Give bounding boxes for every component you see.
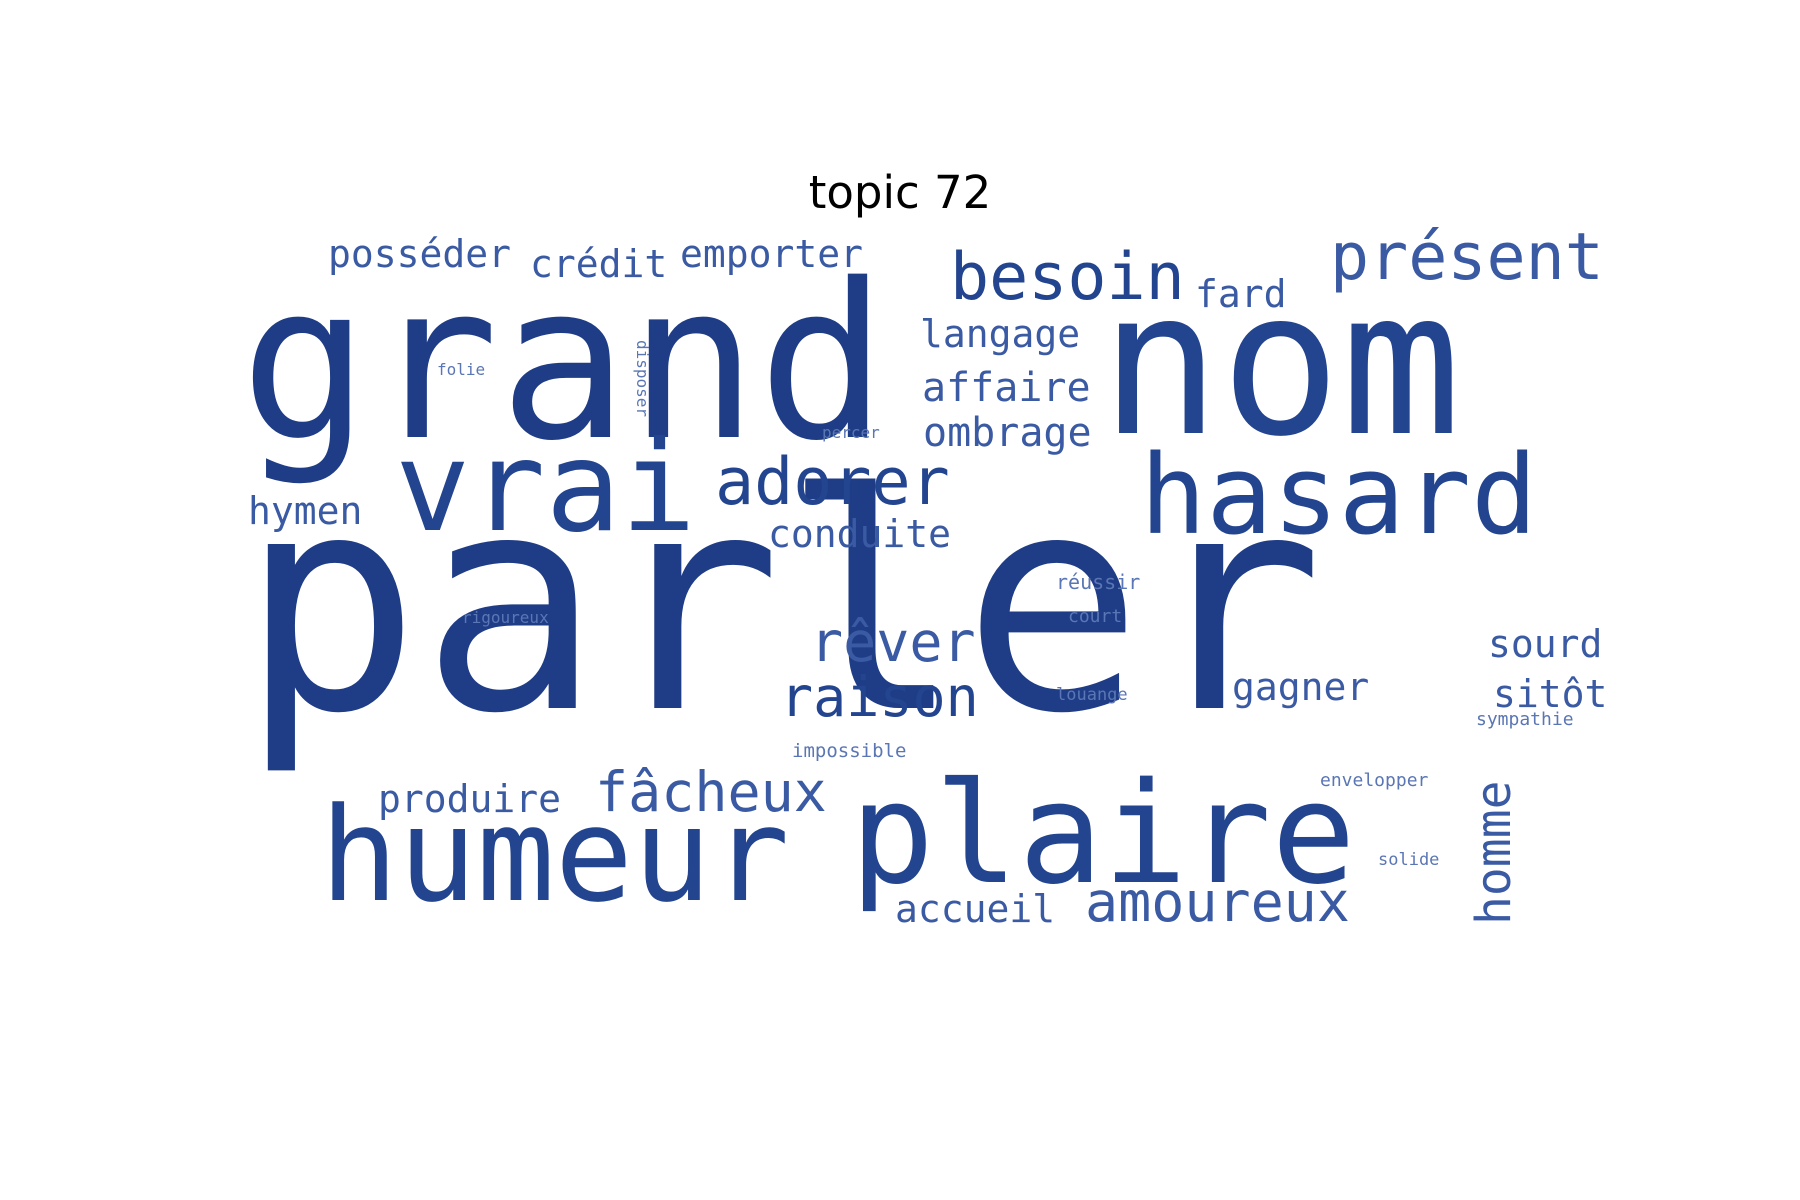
word-affaire: affaire bbox=[922, 365, 1091, 411]
chart-title: topic 72 bbox=[808, 166, 992, 219]
word-humeur: humeur bbox=[320, 779, 790, 931]
word-parler: parler bbox=[240, 430, 1324, 779]
word-fard: fard bbox=[1195, 272, 1287, 316]
word-hymen: hymen bbox=[248, 489, 363, 533]
word-reussir: réussir bbox=[1056, 570, 1141, 594]
word-rever: rêver bbox=[810, 610, 976, 674]
word-posseder: posséder bbox=[328, 232, 512, 276]
word-court: court bbox=[1068, 606, 1123, 627]
word-raison: raison bbox=[780, 665, 979, 729]
word-grand: grand bbox=[240, 237, 888, 488]
word-louange: louange bbox=[1056, 685, 1128, 705]
word-produire: produire bbox=[378, 777, 562, 821]
word-sourd: sourd bbox=[1488, 622, 1603, 666]
word-ombrage: ombrage bbox=[923, 410, 1092, 456]
word-envelopper: envelopper bbox=[1320, 770, 1429, 791]
word-percer: percer bbox=[822, 423, 880, 442]
word-hasard: hasard bbox=[1140, 431, 1538, 559]
word-folie: folie bbox=[437, 360, 486, 379]
word-gagner: gagner bbox=[1232, 665, 1370, 709]
word-adorer: adorer bbox=[715, 445, 950, 520]
word-rigoureux: rigoureux bbox=[462, 608, 549, 627]
word-impossible: impossible bbox=[792, 740, 907, 762]
word-nom: nom bbox=[1100, 248, 1462, 481]
word-emporter: emporter bbox=[680, 232, 864, 276]
word-sympathie: sympathie bbox=[1476, 709, 1574, 730]
word-vrai: vrai bbox=[395, 415, 697, 560]
word-present: présent bbox=[1330, 220, 1604, 295]
word-cloud: parler grand nom humeur plaire vrai hasa… bbox=[240, 225, 1620, 935]
word-langage: langage bbox=[920, 312, 1081, 356]
word-sitot: sitôt bbox=[1493, 672, 1608, 716]
word-solide: solide bbox=[1378, 850, 1440, 870]
word-amoureux: amoureux bbox=[1085, 870, 1350, 934]
word-besoin: besoin bbox=[950, 240, 1185, 315]
word-homme: homme bbox=[1466, 780, 1522, 926]
word-facheux: fâcheux bbox=[595, 760, 827, 824]
word-conduite: conduite bbox=[768, 512, 952, 556]
word-credit: crédit bbox=[530, 242, 668, 286]
word-accueil: accueil bbox=[895, 887, 1056, 931]
word-disposer: disposer bbox=[633, 340, 652, 418]
word-plaire: plaire bbox=[850, 753, 1356, 916]
